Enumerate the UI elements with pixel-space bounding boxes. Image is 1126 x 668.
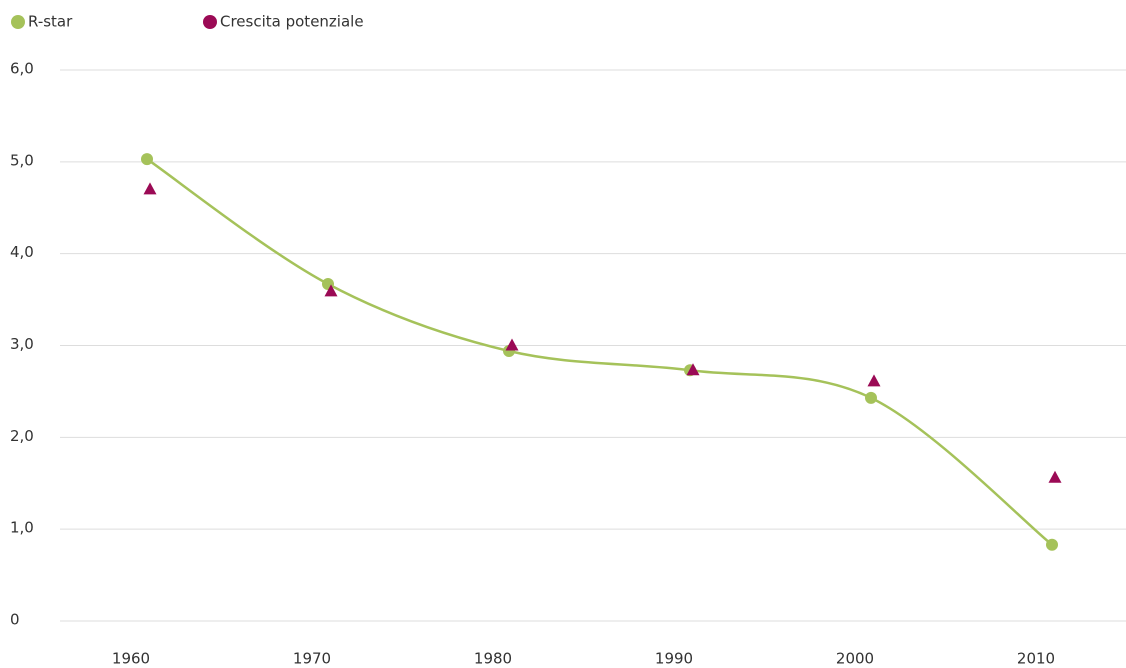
data-point [324, 284, 338, 297]
series-line [146, 158, 1053, 546]
legend-label: Crescita potenziale [220, 13, 364, 31]
x-tick-label: 2000 [836, 650, 874, 668]
data-point [141, 153, 153, 166]
y-tick-label: 5,0 [10, 151, 34, 169]
data-point [1046, 538, 1058, 551]
y-tick-label: 0 [10, 611, 20, 629]
y-tick-label: 4,0 [10, 243, 34, 261]
data-point [686, 363, 700, 376]
x-tick-label: 1990 [655, 650, 693, 668]
y-tick-label: 6,0 [10, 60, 34, 78]
legend-marker [203, 15, 217, 29]
x-tick-label: 1970 [293, 650, 331, 668]
y-tick-label: 2,0 [10, 427, 34, 445]
legend-marker [11, 15, 25, 29]
x-tick-label: 1960 [112, 650, 150, 668]
data-point [505, 338, 519, 351]
data-point [1048, 470, 1062, 483]
y-tick-label: 1,0 [10, 519, 34, 537]
x-tick-label: 1980 [474, 650, 512, 668]
legend-label: R-star [28, 13, 73, 31]
y-tick-label: 3,0 [10, 335, 34, 353]
data-point [865, 391, 877, 404]
data-point [867, 374, 881, 387]
data-point [143, 182, 157, 195]
x-tick-label: 2010 [1017, 650, 1055, 668]
